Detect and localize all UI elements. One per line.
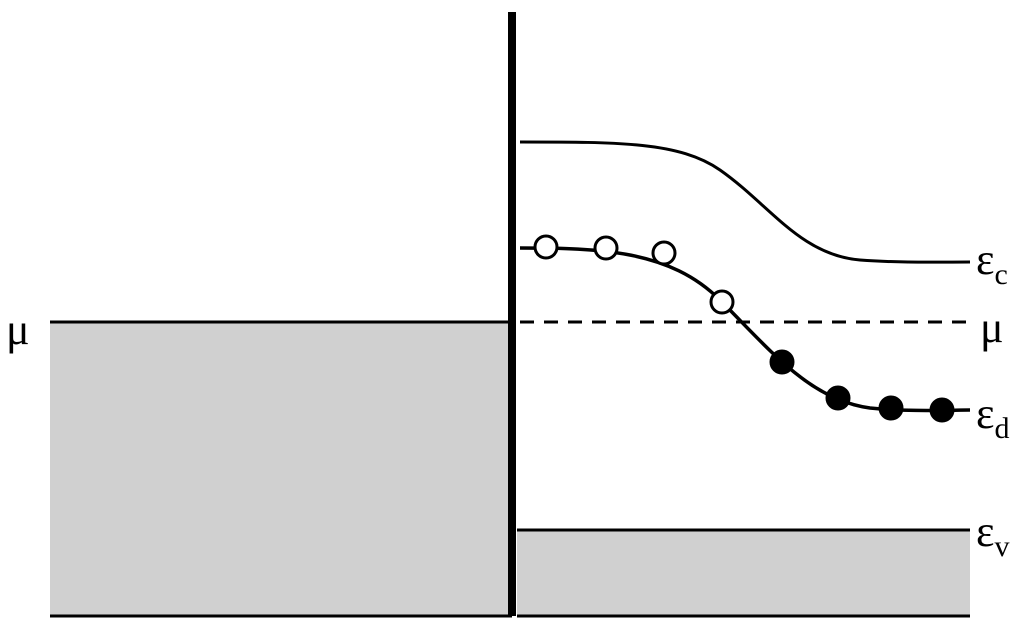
ev-sub: v xyxy=(994,530,1009,563)
ev-sym: ε xyxy=(976,507,994,556)
ed-sym: ε xyxy=(976,389,994,438)
mu-left-text: μ xyxy=(6,305,30,354)
ed-sub: d xyxy=(994,412,1009,445)
ec-sub: c xyxy=(994,258,1007,291)
label-mu-left: μ xyxy=(6,308,30,352)
label-ev: εv xyxy=(976,510,1009,562)
ec-sym: ε xyxy=(976,235,994,284)
diagram-svg xyxy=(0,0,1024,636)
band-diagram: μ εc μ εd εv xyxy=(0,0,1024,636)
label-ed: εd xyxy=(976,392,1009,444)
label-mu-right: μ xyxy=(980,306,1004,350)
label-ec: εc xyxy=(976,238,1008,290)
mu-right-text: μ xyxy=(980,303,1004,352)
